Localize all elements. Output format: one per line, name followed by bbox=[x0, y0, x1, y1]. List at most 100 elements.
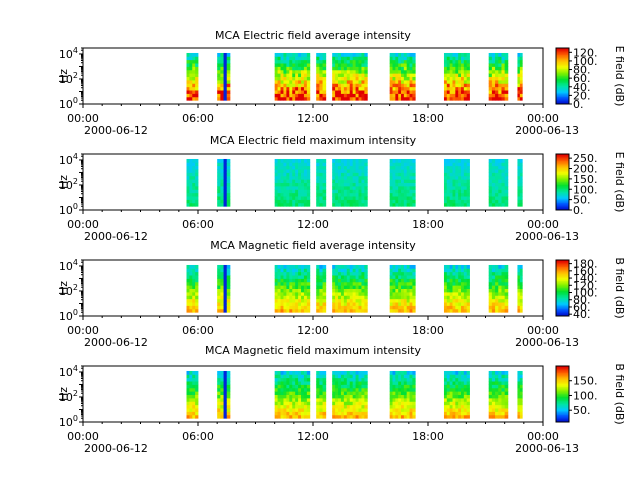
spectrogram-cell bbox=[412, 96, 416, 101]
spectrogram-cell bbox=[458, 377, 462, 382]
spectrogram-cell bbox=[446, 162, 451, 167]
spectrogram-cell bbox=[301, 384, 305, 389]
spectrogram-cell bbox=[358, 397, 362, 402]
spectrogram-cell bbox=[412, 202, 416, 207]
spectrogram-cell bbox=[401, 281, 405, 286]
spectrogram-cell bbox=[466, 281, 470, 286]
spectrogram-cell bbox=[289, 414, 293, 419]
spectrogram-cell bbox=[195, 401, 199, 406]
spectrogram-cell bbox=[189, 202, 193, 207]
spectrogram-cell bbox=[398, 384, 402, 389]
spectrogram-cell bbox=[352, 391, 356, 396]
spectrogram-cell bbox=[322, 175, 327, 180]
spectrogram-cell bbox=[501, 387, 506, 392]
spectrogram-cell bbox=[274, 391, 278, 396]
spectrogram-cell bbox=[392, 73, 396, 78]
spectrogram-cell bbox=[519, 298, 523, 303]
spectrogram-cell bbox=[461, 63, 465, 67]
spectrogram-cell bbox=[364, 179, 368, 184]
spectrogram-cell bbox=[289, 370, 293, 375]
spectrogram-cell bbox=[455, 63, 459, 67]
spectrogram-cell bbox=[189, 158, 193, 163]
spectrogram-cell bbox=[283, 285, 287, 290]
spectrogram-cell bbox=[501, 302, 506, 306]
spectrogram-cell bbox=[280, 66, 284, 71]
spectrogram-cell bbox=[452, 275, 456, 279]
spectrogram-cell bbox=[289, 288, 293, 293]
spectrogram-cell bbox=[361, 384, 365, 389]
spectrogram-cell bbox=[401, 83, 405, 88]
spectrogram-cell bbox=[361, 264, 365, 269]
spectrogram-cell bbox=[332, 56, 336, 61]
colorbar-swatch bbox=[556, 269, 569, 272]
spectrogram-cell bbox=[449, 96, 453, 101]
spectrogram-cell bbox=[455, 83, 459, 88]
spectrogram-cell bbox=[409, 391, 413, 396]
spectrogram-cell bbox=[332, 384, 336, 389]
spectrogram-cell bbox=[223, 93, 228, 98]
colorbar-tick-label: 50. bbox=[573, 194, 591, 207]
spectrogram-cell bbox=[306, 414, 311, 419]
spectrogram-cell bbox=[322, 83, 327, 88]
spectrogram-cell bbox=[192, 397, 196, 402]
spectrogram-cell bbox=[277, 185, 281, 190]
spectrogram-cell bbox=[289, 394, 293, 399]
spectrogram-cell bbox=[274, 302, 278, 306]
spectrogram-cell bbox=[186, 271, 190, 276]
spectrogram-cell bbox=[306, 76, 311, 81]
spectrogram-cell bbox=[458, 308, 462, 313]
spectrogram-cell bbox=[389, 394, 393, 399]
spectrogram-cell bbox=[452, 278, 456, 283]
spectrogram-cell bbox=[301, 93, 305, 98]
spectrogram-cell bbox=[443, 182, 448, 187]
spectrogram-cell bbox=[186, 73, 190, 78]
spectrogram-cell bbox=[501, 69, 506, 74]
colorbar-tick-label: 0. bbox=[573, 204, 584, 217]
colorbar-swatch bbox=[556, 85, 569, 88]
spectrogram-cell bbox=[389, 391, 393, 396]
spectrogram-cell bbox=[226, 288, 231, 293]
spectrogram-cell bbox=[217, 162, 221, 167]
spectrogram-cell bbox=[316, 391, 320, 396]
spectrogram-cell bbox=[303, 169, 308, 173]
spectrogram-cell bbox=[491, 196, 496, 200]
spectrogram-cell bbox=[226, 384, 231, 389]
spectrogram-cell bbox=[195, 172, 199, 177]
spectrogram-cell bbox=[352, 291, 356, 296]
spectrogram-cell bbox=[452, 285, 456, 290]
spectrogram-cell bbox=[392, 52, 396, 57]
spectrogram-cell bbox=[361, 179, 365, 184]
spectrogram-cell bbox=[403, 291, 408, 296]
spectrogram-cell bbox=[466, 69, 470, 74]
spectrogram-cell bbox=[401, 394, 405, 399]
spectrogram-cell bbox=[340, 268, 345, 273]
spectrogram-cell bbox=[389, 381, 393, 385]
spectrogram-cell bbox=[319, 408, 323, 412]
spectrogram-cell bbox=[364, 281, 368, 286]
spectrogram-cell bbox=[446, 185, 451, 190]
spectrogram-cell bbox=[398, 281, 402, 286]
spectrogram-cell bbox=[226, 401, 231, 406]
spectrogram-cell bbox=[338, 90, 342, 94]
spectrogram-cell bbox=[452, 281, 456, 286]
colorbar-swatch bbox=[556, 415, 569, 417]
spectrogram-cell bbox=[364, 59, 368, 64]
spectrogram-cell bbox=[301, 158, 305, 163]
spectrogram-cell bbox=[226, 189, 231, 194]
spectrogram-cell bbox=[349, 93, 354, 98]
spectrogram-cell bbox=[274, 52, 278, 57]
spectrogram-cell bbox=[398, 175, 402, 180]
colorbar-swatch bbox=[556, 262, 569, 265]
spectrogram-cell bbox=[398, 288, 402, 293]
spectrogram-cell bbox=[274, 394, 278, 399]
spectrogram-cell bbox=[446, 169, 451, 173]
spectrogram-cell bbox=[449, 408, 453, 412]
spectrogram-cell bbox=[274, 192, 278, 197]
spectrogram-cell bbox=[298, 199, 302, 204]
spectrogram-cell bbox=[295, 377, 299, 382]
spectrogram-cell bbox=[409, 63, 413, 67]
spectrogram-cell bbox=[283, 305, 287, 310]
spectrogram-cell bbox=[488, 96, 493, 101]
spectrogram-cell bbox=[355, 381, 359, 385]
spectrogram-cell bbox=[461, 285, 465, 290]
